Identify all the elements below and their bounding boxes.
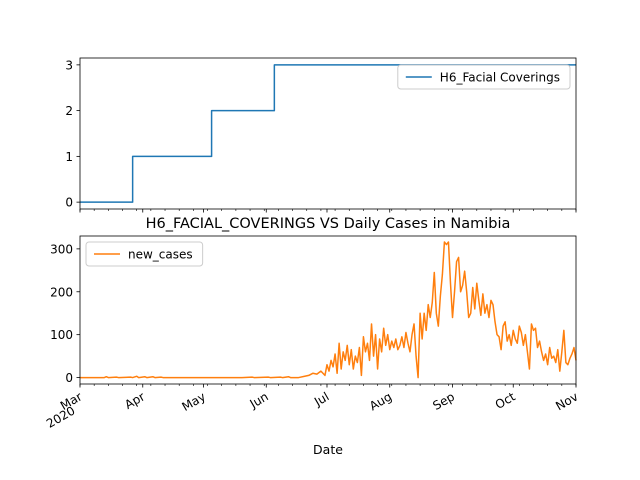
y-tick-label: 200 <box>50 285 73 299</box>
y-tick-label: 1 <box>65 150 73 164</box>
x-tick-label: Oct <box>493 389 518 412</box>
y-tick-label: 100 <box>50 328 73 342</box>
x-tick-label: May <box>180 389 208 414</box>
legend: new_cases <box>85 241 204 267</box>
x-tick-label: Nov <box>553 389 580 413</box>
axes-frame <box>79 235 577 385</box>
y-tick-label: 0 <box>65 371 73 385</box>
legend-label: new_cases <box>128 248 193 262</box>
x-tick-label: Sep <box>430 389 457 412</box>
legend: H6_Facial Coverings <box>397 64 571 90</box>
legend-box <box>85 241 204 267</box>
y-tick-label: 300 <box>50 242 73 256</box>
x-tick-label: Aug <box>367 389 394 413</box>
series-line-new-cases <box>80 241 577 379</box>
chart-title: H6_FACIAL_COVERINGS VS Daily Cases in Na… <box>146 216 511 232</box>
legend-label: H6_Facial Coverings <box>440 71 560 85</box>
axes-frame <box>79 57 577 210</box>
x-tick-label: Jul <box>311 389 331 409</box>
y-tick-label: 3 <box>65 58 73 72</box>
y-tick-label: 0 <box>65 196 73 210</box>
facial-coverings-panel: 0 1 2 3 H6_Facial Coverings <box>65 57 577 213</box>
legend-box <box>397 64 571 90</box>
series-line-h6-facial-coverings <box>80 64 576 203</box>
x-tick-label: Jun <box>247 389 271 411</box>
x-axis-label: Date <box>313 442 343 457</box>
x-tick-label: Apr <box>122 389 147 412</box>
y-tick-label: 2 <box>65 104 73 118</box>
